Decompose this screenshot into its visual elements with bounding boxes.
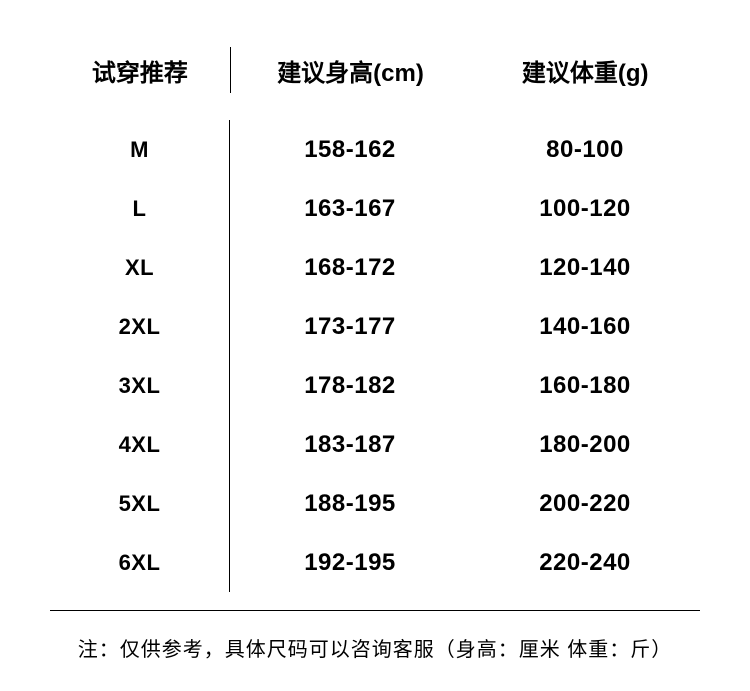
- weight-cell: 180-200: [470, 415, 700, 474]
- size-cell: M: [50, 120, 229, 179]
- height-cell: 168-172: [230, 238, 470, 297]
- height-cell: 178-182: [230, 356, 470, 415]
- height-cell: 158-162: [230, 120, 470, 179]
- height-cell: 188-195: [230, 474, 470, 533]
- size-cell: 5XL: [50, 474, 229, 533]
- table-body: M L XL 2XL 3XL 4XL 5XL 6XL 158-162 163-1…: [50, 120, 700, 611]
- height-cell: 192-195: [230, 533, 470, 592]
- footnote: 注：仅供参考，具体尺码可以咨询客服（身高：厘米 体重：斤）: [50, 633, 700, 662]
- weight-cell: 120-140: [470, 238, 700, 297]
- size-cell: L: [50, 179, 229, 238]
- table-header-row: 试穿推荐 建议身高(cm) 建议体重(g): [50, 40, 700, 100]
- weight-column: 80-100 100-120 120-140 140-160 160-180 1…: [470, 120, 700, 592]
- weight-cell: 220-240: [470, 533, 700, 592]
- height-cell: 163-167: [230, 179, 470, 238]
- height-column: 158-162 163-167 168-172 173-177 178-182 …: [230, 120, 470, 592]
- weight-cell: 200-220: [470, 474, 700, 533]
- size-cell: XL: [50, 238, 229, 297]
- height-cell: 173-177: [230, 297, 470, 356]
- size-cell: 3XL: [50, 356, 229, 415]
- size-cell: 4XL: [50, 415, 229, 474]
- weight-cell: 160-180: [470, 356, 700, 415]
- header-size: 试穿推荐: [50, 53, 230, 88]
- size-column: M L XL 2XL 3XL 4XL 5XL 6XL: [50, 120, 230, 592]
- height-cell: 183-187: [230, 415, 470, 474]
- weight-cell: 80-100: [470, 120, 700, 179]
- weight-cell: 100-120: [470, 179, 700, 238]
- weight-cell: 140-160: [470, 297, 700, 356]
- header-height: 建议身高(cm): [231, 53, 471, 88]
- size-cell: 6XL: [50, 533, 229, 592]
- size-cell: 2XL: [50, 297, 229, 356]
- header-weight: 建议体重(g): [470, 53, 700, 88]
- size-chart: 试穿推荐 建议身高(cm) 建议体重(g) M L XL 2XL 3XL 4XL…: [0, 0, 750, 662]
